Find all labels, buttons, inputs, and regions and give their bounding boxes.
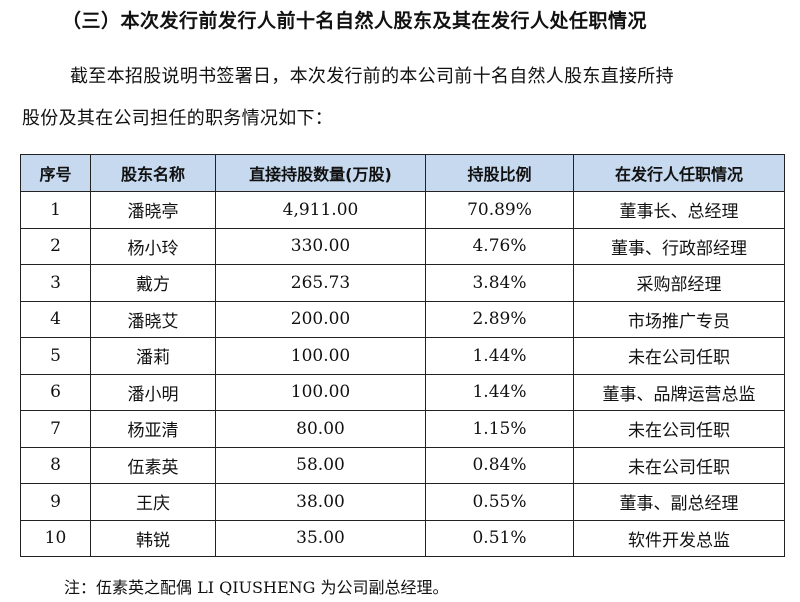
cell-shares: 58.00 bbox=[215, 446, 426, 484]
cell-number: 2 bbox=[20, 227, 91, 265]
cell-number: 3 bbox=[20, 264, 91, 302]
cell-shares: 4,911.00 bbox=[215, 191, 426, 229]
column-header-name: 股东名称 bbox=[90, 154, 216, 192]
table-header-row: 序号 股东名称 直接持股数量(万股) 持股比例 在发行人任职情况 bbox=[20, 154, 785, 192]
cell-ratio: 1.15% bbox=[425, 410, 574, 448]
table-row: 6 潘小明 100.00 1.44% 董事、品牌运营总监 bbox=[20, 373, 785, 411]
cell-shares: 35.00 bbox=[215, 519, 426, 557]
table-row: 8 伍素英 58.00 0.84% 未在公司任职 bbox=[20, 446, 785, 484]
column-header-shares: 直接持股数量(万股) bbox=[215, 154, 426, 192]
cell-name: 潘莉 bbox=[90, 337, 216, 375]
table-body: 1 潘晓亭 4,911.00 70.89% 董事长、总经理 2 杨小玲 330.00 4.76%… bbox=[20, 191, 785, 557]
cell-position: 董事长、总经理 bbox=[573, 191, 785, 229]
cell-ratio: 2.89% bbox=[425, 300, 574, 338]
table-row: 4 潘晓艾 200.00 2.89% 市场推广专员 bbox=[20, 300, 785, 338]
column-header-number: 序号 bbox=[20, 154, 91, 192]
cell-name: 韩锐 bbox=[90, 519, 216, 557]
cell-ratio: 0.84% bbox=[425, 446, 574, 484]
cell-ratio: 3.84% bbox=[425, 264, 574, 302]
table-row: 7 杨亚清 80.00 1.15% 未在公司任职 bbox=[20, 410, 785, 448]
cell-name: 王庆 bbox=[90, 483, 216, 521]
cell-shares: 100.00 bbox=[215, 373, 426, 411]
column-header-position: 在发行人任职情况 bbox=[573, 154, 785, 192]
cell-number: 10 bbox=[20, 519, 91, 557]
cell-position: 董事、副总经理 bbox=[573, 483, 785, 521]
cell-position: 未在公司任职 bbox=[573, 410, 785, 448]
cell-position: 采购部经理 bbox=[573, 264, 785, 302]
cell-shares: 330.00 bbox=[215, 227, 426, 265]
cell-shares: 100.00 bbox=[215, 337, 426, 375]
table-row: 9 王庆 38.00 0.55% 董事、副总经理 bbox=[20, 483, 785, 521]
table-row: 5 潘莉 100.00 1.44% 未在公司任职 bbox=[20, 337, 785, 375]
cell-number: 1 bbox=[20, 191, 91, 229]
column-header-ratio: 持股比例 bbox=[425, 154, 574, 192]
cell-position: 未在公司任职 bbox=[573, 337, 785, 375]
cell-ratio: 1.44% bbox=[425, 337, 574, 375]
cell-shares: 265.73 bbox=[215, 264, 426, 302]
cell-name: 潘晓亭 bbox=[90, 191, 216, 229]
cell-shares: 80.00 bbox=[215, 410, 426, 448]
cell-name: 戴方 bbox=[90, 264, 216, 302]
cell-shares: 200.00 bbox=[215, 300, 426, 338]
cell-number: 7 bbox=[20, 410, 91, 448]
cell-name: 潘小明 bbox=[90, 373, 216, 411]
cell-ratio: 1.44% bbox=[425, 373, 574, 411]
cell-number: 8 bbox=[20, 446, 91, 484]
cell-position: 未在公司任职 bbox=[573, 446, 785, 484]
table-row: 10 韩锐 35.00 0.51% 软件开发总监 bbox=[20, 519, 785, 557]
cell-ratio: 4.76% bbox=[425, 227, 574, 265]
footnote: 注：伍素英之配偶 LI QIUSHENG 为公司副总经理。 bbox=[64, 578, 449, 597]
cell-ratio: 0.55% bbox=[425, 483, 574, 521]
table-row: 3 戴方 265.73 3.84% 采购部经理 bbox=[20, 264, 785, 302]
cell-position: 软件开发总监 bbox=[573, 519, 785, 557]
section-heading: （三）本次发行前发行人前十名自然人股东及其在发行人处任职情况 bbox=[62, 10, 648, 32]
cell-name: 杨小玲 bbox=[90, 227, 216, 265]
cell-position: 市场推广专员 bbox=[573, 300, 785, 338]
cell-position: 董事、行政部经理 bbox=[573, 227, 785, 265]
cell-name: 潘晓艾 bbox=[90, 300, 216, 338]
intro-paragraph-line-1: 截至本招股说明书签署日，本次发行前的本公司前十名自然人股东直接所持 bbox=[70, 66, 674, 87]
cell-ratio: 0.51% bbox=[425, 519, 574, 557]
cell-number: 9 bbox=[20, 483, 91, 521]
cell-number: 4 bbox=[20, 300, 91, 338]
cell-number: 5 bbox=[20, 337, 91, 375]
table-row: 2 杨小玲 330.00 4.76% 董事、行政部经理 bbox=[20, 227, 785, 265]
cell-name: 伍素英 bbox=[90, 446, 216, 484]
shareholders-table: 序号 股东名称 直接持股数量(万股) 持股比例 在发行人任职情况 1 潘晓亭 4,9… bbox=[20, 154, 785, 557]
cell-name: 杨亚清 bbox=[90, 410, 216, 448]
cell-number: 6 bbox=[20, 373, 91, 411]
cell-ratio: 70.89% bbox=[425, 191, 574, 229]
cell-shares: 38.00 bbox=[215, 483, 426, 521]
intro-paragraph-line-2: 股份及其在公司担任的职务情况如下： bbox=[22, 108, 334, 129]
table-row: 1 潘晓亭 4,911.00 70.89% 董事长、总经理 bbox=[20, 191, 785, 229]
cell-position: 董事、品牌运营总监 bbox=[573, 373, 785, 411]
